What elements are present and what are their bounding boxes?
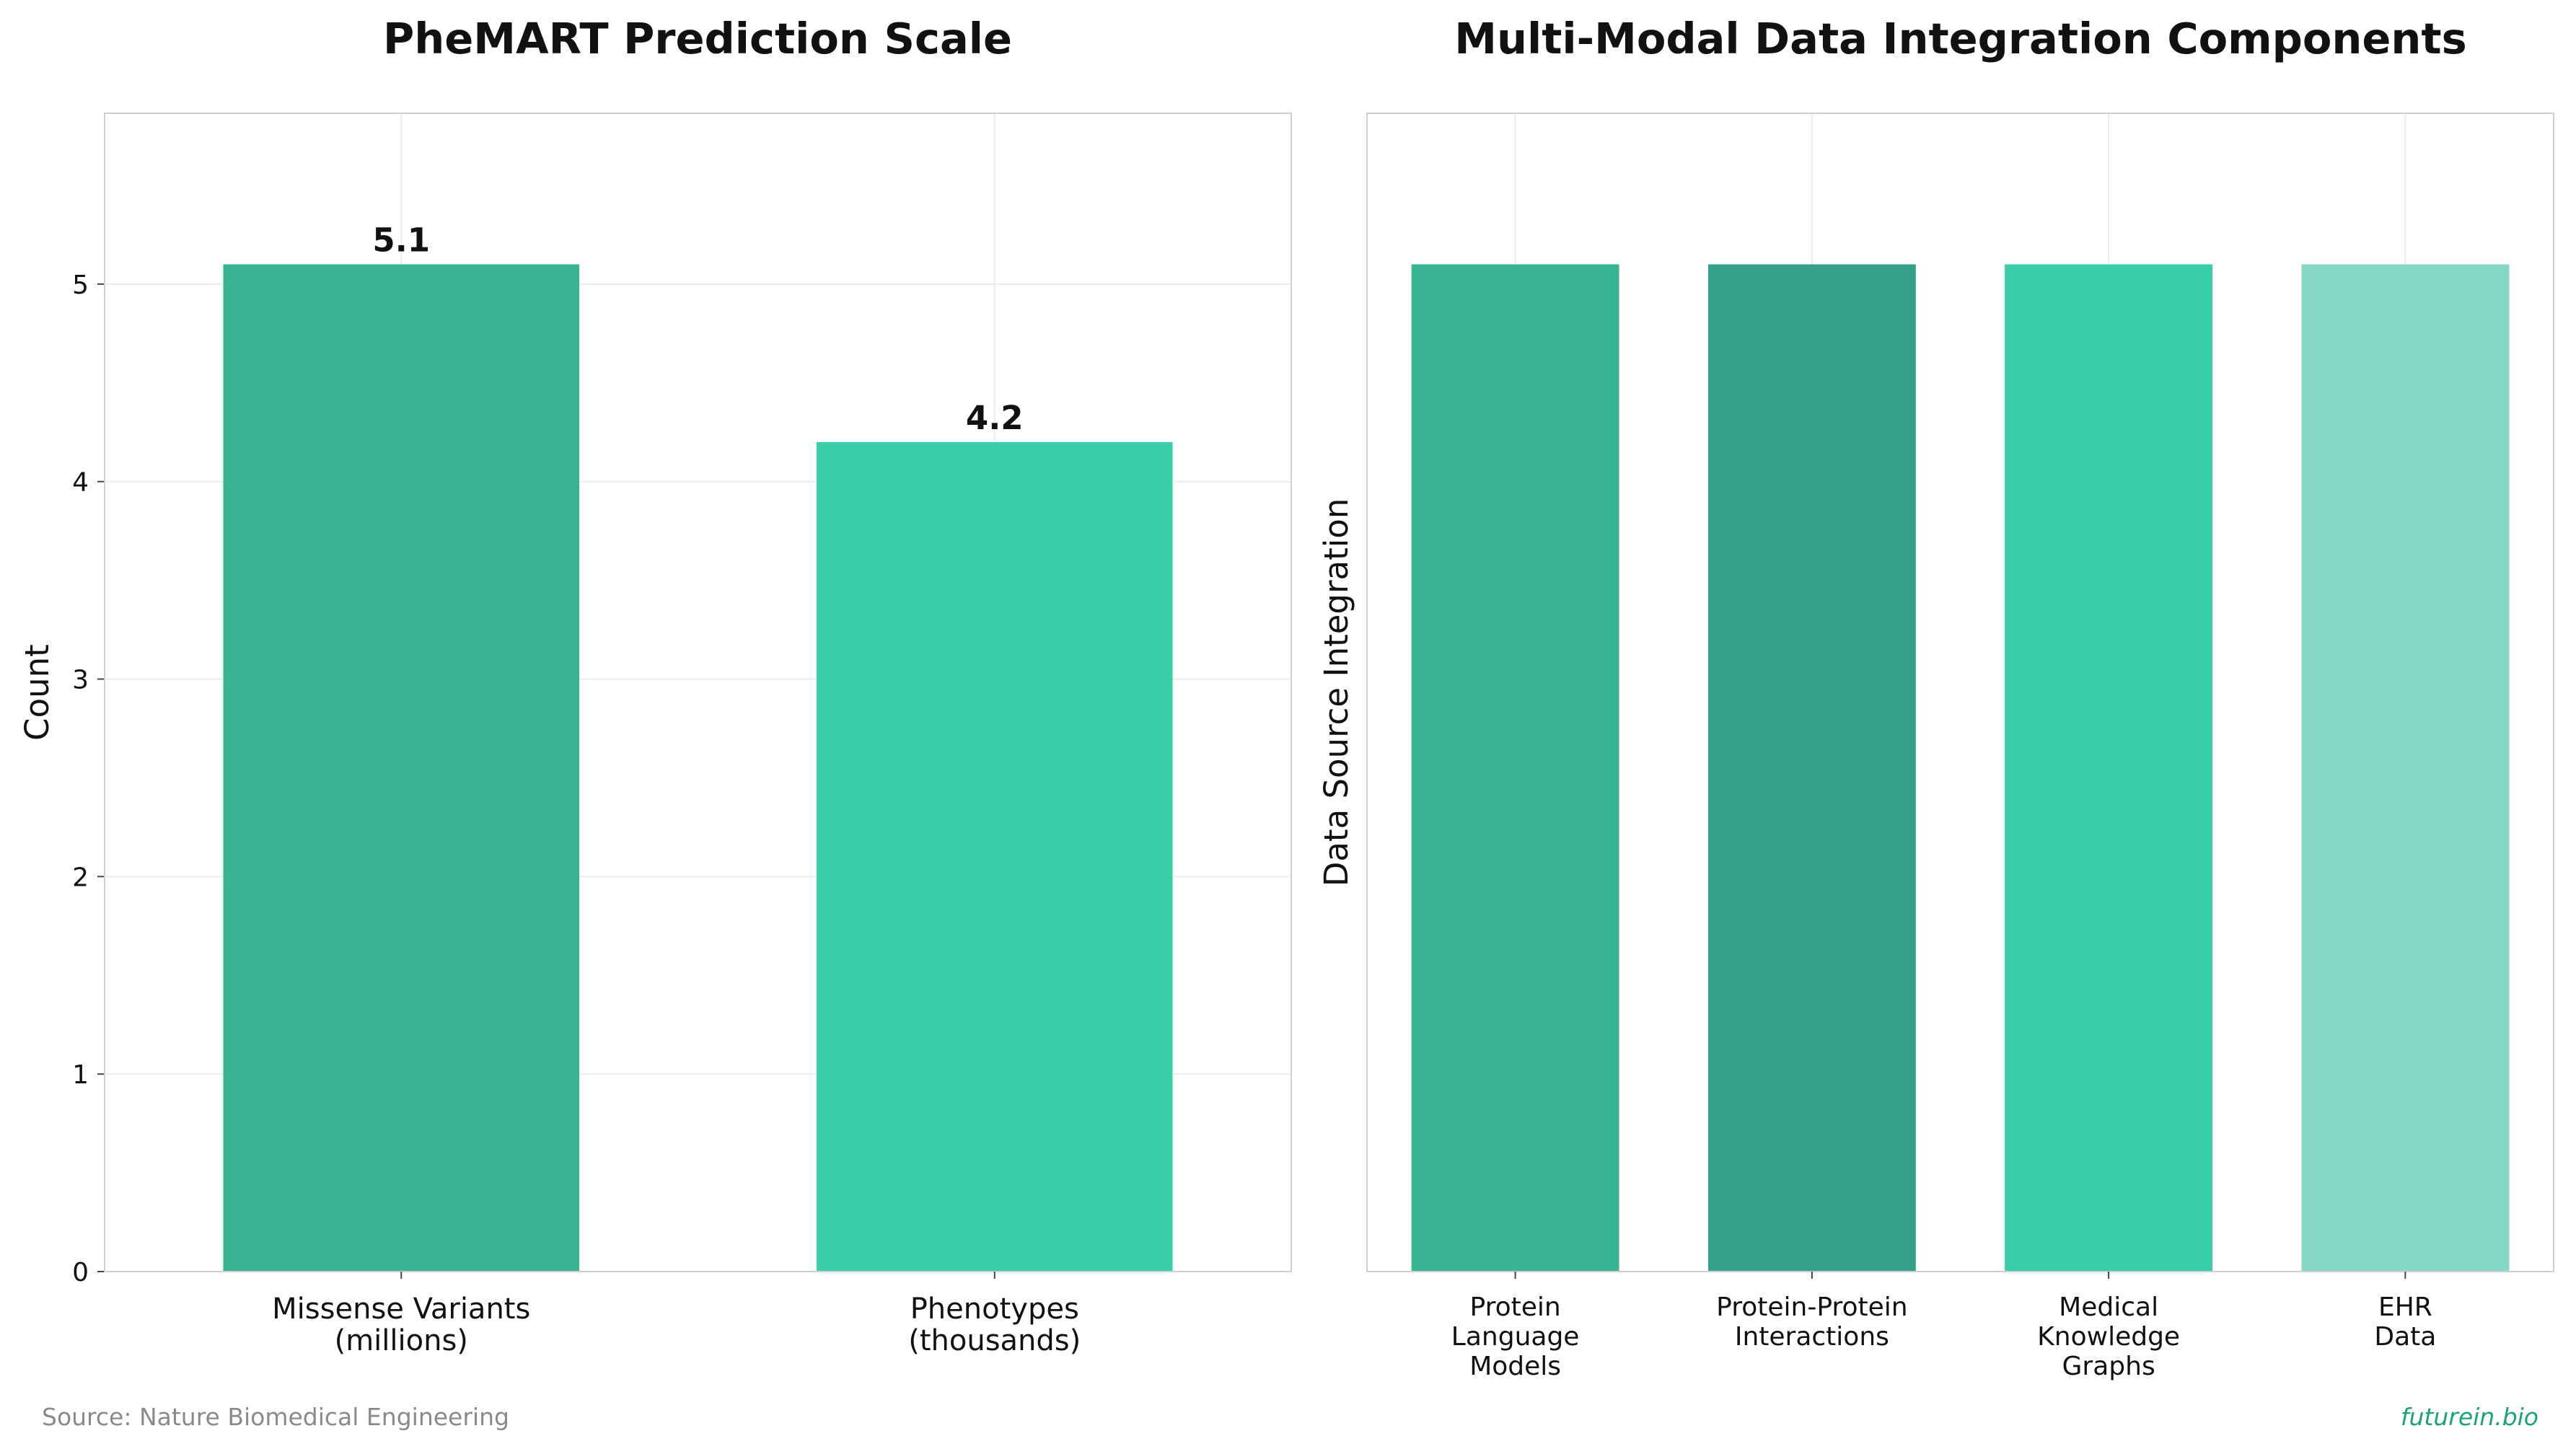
y-tick-label: 2 <box>72 863 89 892</box>
chart-right: Multi-Modal Data Integration Components D… <box>1317 14 2554 1381</box>
x-tick-label: Missense Variants (millions) <box>272 1292 530 1357</box>
bar <box>223 264 579 1272</box>
x-tick-label: Protein-Protein Interactions <box>1716 1292 1907 1352</box>
y-tick-label: 5 <box>72 270 89 300</box>
bar <box>817 441 1173 1272</box>
x-tick-label: EHR Data <box>2374 1292 2436 1352</box>
y-tick-label: 1 <box>72 1060 89 1090</box>
plot-frame <box>1366 113 2554 1272</box>
bar <box>1707 264 1916 1272</box>
y-tick-label: 3 <box>72 666 89 695</box>
y-tick-label: 0 <box>72 1258 89 1287</box>
chart-left: PheMART Prediction Scale Count 0 1 2 3 4 5 5.1 4.… <box>18 14 1292 1357</box>
chart-title: Multi-Modal Data Integration Components <box>1454 14 2467 63</box>
y-axis-label: Count <box>18 644 56 741</box>
brand-watermark: futurein.bio <box>2400 1403 2538 1431</box>
x-tick-label: Medical Knowledge Graphs <box>2037 1292 2180 1381</box>
x-tick-label: Protein Language Models <box>1451 1292 1580 1381</box>
bar-value-label: 5.1 <box>372 221 430 259</box>
source-note: Source: Nature Biomedical Engineering <box>42 1403 509 1431</box>
plot-frame <box>104 113 1292 1272</box>
bar <box>1411 264 1619 1272</box>
chart-title: PheMART Prediction Scale <box>383 14 1012 63</box>
y-tick-label: 4 <box>72 468 89 498</box>
y-axis-label: Data Source Integration <box>1317 498 1355 887</box>
bar <box>2005 264 2213 1272</box>
bar-value-label: 4.2 <box>966 399 1024 437</box>
bar <box>2301 264 2510 1272</box>
x-tick-label: Phenotypes (thousands) <box>908 1292 1081 1357</box>
